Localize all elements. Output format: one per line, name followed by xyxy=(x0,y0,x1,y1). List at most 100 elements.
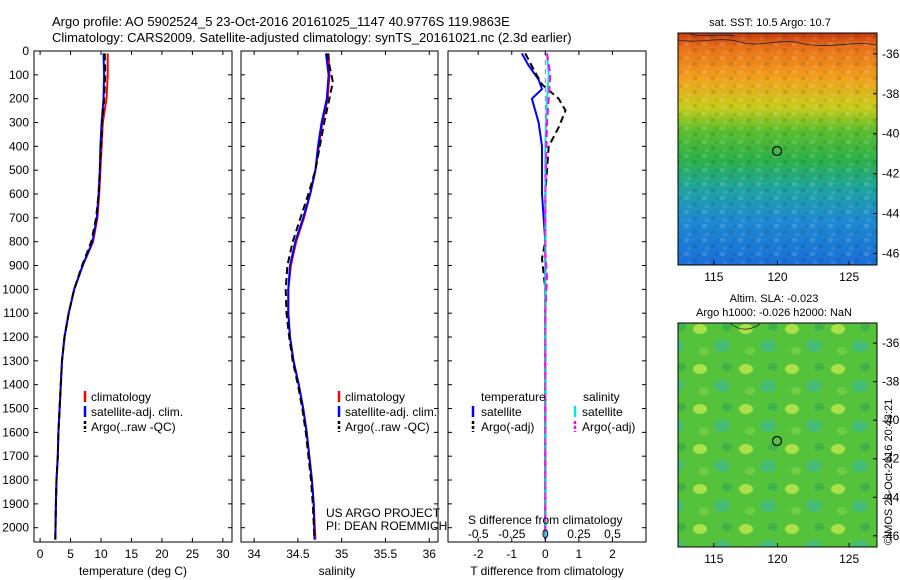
s-difference-tick-label: -0.25 xyxy=(498,527,526,541)
argo-float-marker-sst xyxy=(771,145,783,157)
temperature-legend-label: satellite-adj. clim. xyxy=(91,405,183,419)
temperature-x-tick-label: 25 xyxy=(186,547,200,561)
sst-map-axes: 115 120 125 -36 -38 -40 -42 -44 -46 xyxy=(704,47,899,284)
depth-tick-label: 700 xyxy=(9,211,29,225)
sst-map-y-tick-label: -42 xyxy=(882,167,900,181)
temperature-x-label: temperature (deg C) xyxy=(79,564,187,578)
salinity-x-tick-label: 34.5 xyxy=(286,547,310,561)
temperature-x-tick-label: 15 xyxy=(125,547,139,561)
sst-map-title: sat. SST: 10.5 Argo: 10.7 xyxy=(709,17,831,29)
temperature-x-tick-label: 0 xyxy=(37,547,44,561)
s-difference-tick-label: -0.5 xyxy=(468,527,489,541)
difference-x-axis: -2 -1 0 1 2 xyxy=(448,50,646,561)
depth-tick-label: 100 xyxy=(9,68,29,82)
sst-map xyxy=(677,32,878,266)
sst-map-y-tick-label: -44 xyxy=(882,206,900,220)
sst-map-texture xyxy=(678,33,877,265)
difference-legend-title-left: temperature xyxy=(481,390,546,404)
salinity-x-tick-label: 34 xyxy=(247,547,261,561)
s-difference-label: S difference from climatology xyxy=(468,513,623,527)
difference-series-group xyxy=(520,51,567,542)
depth-tick-label: 300 xyxy=(9,116,29,130)
temperature-x-axis: 0 5 10 15 20 25 30 xyxy=(34,50,232,561)
sla-map-x-tick-label: 120 xyxy=(767,552,787,566)
temperature-x-tick-label: 30 xyxy=(216,547,230,561)
argo-float-marker-sla xyxy=(771,435,783,447)
depth-tick-label: 2000 xyxy=(2,521,29,535)
temperature-x-tick-label: 10 xyxy=(94,547,108,561)
sla-map-y-tick-label: -36 xyxy=(882,336,900,350)
depth-tick-label: 800 xyxy=(9,235,29,249)
sst-map-x-tick-label: 120 xyxy=(767,270,787,284)
depth-tick-label: 1200 xyxy=(2,330,29,344)
depth-tick-label: 0 xyxy=(22,44,29,58)
salinity-legend-label: satellite-adj. clim. xyxy=(345,405,437,419)
salinity-plot-frame xyxy=(240,50,439,543)
sla-map-y-tick-label: -42 xyxy=(882,452,900,466)
difference-x-label: T difference from climatology xyxy=(470,564,624,578)
depth-tick-label: 1500 xyxy=(2,402,29,416)
salinity-legend-label: Argo(..raw -QC) xyxy=(345,420,430,434)
difference-series-salinity-argo-adj- xyxy=(544,53,552,540)
salinity-x-tick-label: 36 xyxy=(423,547,437,561)
sla-map-title-2: Argo h1000: -0.026 h2000: NaN xyxy=(696,307,852,319)
difference-x-tick-label: -1 xyxy=(506,547,517,561)
temperature-series-argo-raw-qc- xyxy=(54,53,107,540)
sla-map-texture xyxy=(678,323,877,547)
temperature-x-tick-label: 20 xyxy=(155,547,169,561)
temperature-legend-label: Argo(..raw -QC) xyxy=(91,420,176,434)
depth-tick-label: 1300 xyxy=(2,354,29,368)
depth-tick-label: 1600 xyxy=(2,425,29,439)
sst-contour-line xyxy=(677,39,878,46)
depth-axis-labels: 0 100 200 300 400 500 600 700 800 900 1000 1100 1200… xyxy=(2,44,29,535)
sla-contour-line xyxy=(729,322,761,330)
imos-credit: ©IMOS 28-Oct-2016 20:43:21 xyxy=(883,399,895,545)
depth-tick-label: 1100 xyxy=(3,306,29,320)
depth-tick-label: 400 xyxy=(9,139,29,153)
s-difference-tick-label: 0 xyxy=(542,527,549,541)
salinity-legend-label: climatology xyxy=(345,390,405,404)
sst-map-y-tick-label: -36 xyxy=(882,47,900,61)
salinity-series-argo-raw-qc- xyxy=(284,53,334,540)
salinity-x-label: salinity xyxy=(319,564,356,578)
depth-tick-label: 1000 xyxy=(2,282,29,296)
difference-x-tick-label: 1 xyxy=(576,547,583,561)
sla-map-title-1: Altim. SLA: -0.023 xyxy=(730,293,819,305)
sla-map-x-tick-label: 125 xyxy=(839,552,859,566)
sst-contour-line-2 xyxy=(689,33,736,37)
difference-legend-title-right: salinity xyxy=(583,390,620,404)
salinity-x-tick-label: 35 xyxy=(335,547,349,561)
depth-tick-label: 500 xyxy=(9,163,29,177)
depth-tick-label: 1800 xyxy=(2,473,29,487)
sla-map-y-tick-label: -40 xyxy=(882,413,900,427)
sla-map-y-tick-label: -38 xyxy=(882,375,900,389)
sst-map-y-tick-label: -40 xyxy=(882,127,900,141)
difference-legend-label: satellite xyxy=(582,405,623,419)
temperature-series-group xyxy=(54,53,109,540)
s-difference-tick-label: 0.25 xyxy=(567,527,591,541)
depth-tick-label: 1700 xyxy=(2,449,29,463)
plot-title-line-1: Argo profile: AO 5902524_5 23-Oct-2016 2… xyxy=(52,14,510,29)
salinity-x-axis: 34 34.5 35 35.5 36 xyxy=(241,50,438,561)
sla-map-axes: 115 120 125 -36 -38 -40 -42 -44 -46 xyxy=(704,336,899,566)
sst-map-x-tick-label: 115 xyxy=(704,270,723,284)
plot-title-line-2: Climatology: CARS2009. Satellite-adjuste… xyxy=(52,30,572,45)
sla-map-y-tick-label: -46 xyxy=(882,529,900,543)
difference-series-temperature-argo-adj- xyxy=(524,52,567,540)
sst-map-y-tick-label: -38 xyxy=(882,87,900,101)
difference-x-tick-label: -2 xyxy=(473,547,484,561)
difference-x-tick-label: 0 xyxy=(542,547,549,561)
s-difference-tick-labels: -0.5 -0.25 0 0.25 0.5 xyxy=(468,527,621,541)
difference-x-tick-label: 2 xyxy=(609,547,616,561)
pi-annotation: PI: DEAN ROEMMICH xyxy=(326,519,447,533)
s-difference-tick-label: 0.5 xyxy=(604,527,621,541)
depth-tick-label: 900 xyxy=(9,259,29,273)
project-annotation: US ARGO PROJECT xyxy=(326,506,441,520)
sst-map-x-tick-label: 125 xyxy=(839,270,859,284)
depth-tick-label: 200 xyxy=(9,92,29,106)
sla-map-x-tick-label: 115 xyxy=(704,552,723,566)
salinity-x-tick-label: 35.5 xyxy=(374,547,398,561)
